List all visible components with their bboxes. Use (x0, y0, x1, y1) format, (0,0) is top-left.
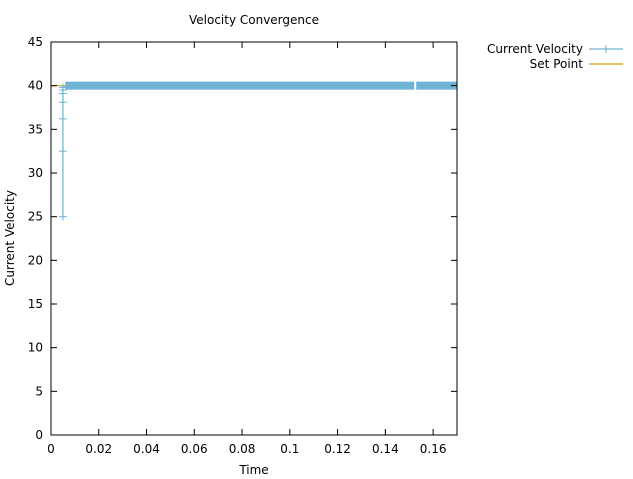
axis-ticks: 0 0.02 0.04 0.06 0.08 0.1 0.12 0.14 0.16 0 5 10 15 20… (28, 35, 457, 456)
y-tick-label: 45 (28, 35, 43, 49)
data-point (58, 147, 67, 156)
x-tick-label: 0 (47, 442, 55, 456)
legend-swatch-marker (602, 45, 610, 53)
x-tick-label: 0.1 (280, 442, 299, 456)
plot-area (51, 80, 457, 221)
y-tick-label: 40 (28, 79, 43, 93)
y-tick-label: 10 (28, 341, 43, 355)
x-tick-label: 0.04 (133, 442, 160, 456)
y-tick-label: 25 (28, 210, 43, 224)
legend-label: Set Point (530, 57, 584, 71)
data-point (58, 114, 67, 123)
y-tick-label: 30 (28, 166, 43, 180)
y-tick-label: 0 (35, 428, 43, 442)
legend-label: Current Velocity (487, 42, 583, 56)
x-tick-label: 0.02 (85, 442, 112, 456)
data-point (58, 212, 67, 221)
y-tick-label: 15 (28, 297, 43, 311)
plot-frame (50, 41, 458, 436)
y-tick-label: 5 (35, 384, 43, 398)
chart-title: Velocity Convergence (189, 13, 319, 27)
x-tick-label: 0.08 (229, 442, 256, 456)
data-point (58, 83, 67, 92)
series-current-velocity-band (65, 80, 457, 91)
data-point (58, 98, 67, 107)
y-axis-title: Current Velocity (3, 190, 17, 286)
x-tick-label: 0.14 (372, 442, 399, 456)
band-gap (414, 80, 417, 91)
series-current-velocity-points (58, 83, 67, 221)
y-tick-label: 35 (28, 122, 43, 136)
x-tick-label: 0.06 (181, 442, 208, 456)
steady-state-marker-band (65, 81, 457, 90)
x-axis-title: Time (238, 463, 268, 477)
x-tick-label: 0.16 (420, 442, 447, 456)
y-tick-label: 20 (28, 253, 43, 267)
x-tick-label: 0.12 (324, 442, 351, 456)
